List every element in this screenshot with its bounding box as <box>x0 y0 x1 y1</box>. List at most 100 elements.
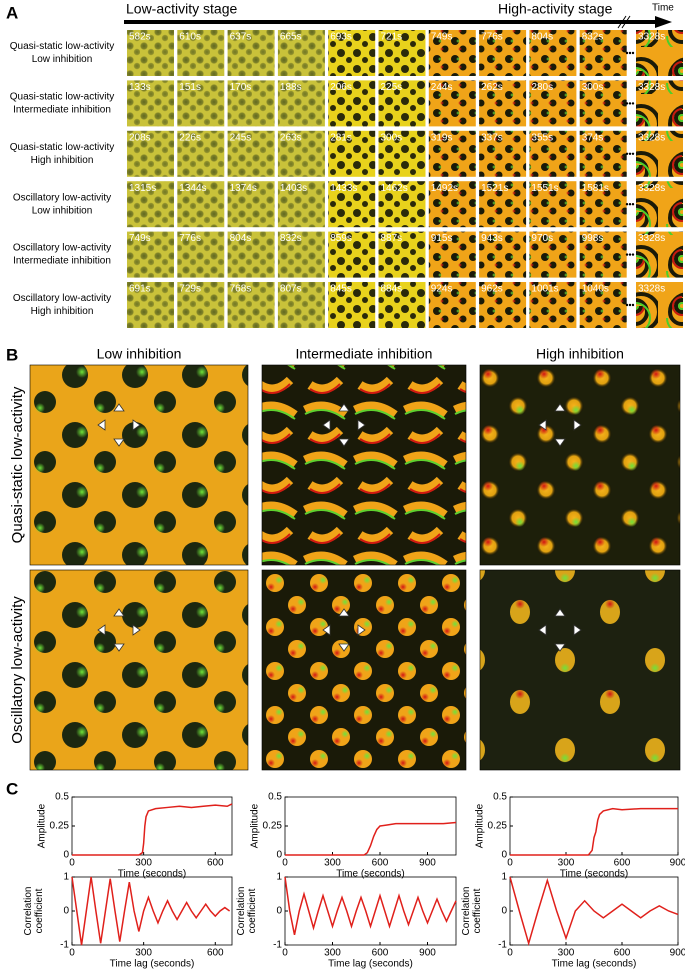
thumbnail <box>127 30 174 76</box>
thumbnail <box>529 30 577 76</box>
time-stamp: 804s <box>230 233 252 244</box>
arrow-icon <box>338 608 350 617</box>
x-tick-label: 300 <box>135 948 152 959</box>
pattern-image <box>479 364 681 566</box>
time-stamp: 768s <box>230 284 252 295</box>
y-tick-label: 0.5 <box>268 792 282 803</box>
time-arrow <box>124 16 672 28</box>
y-tick-label: -1 <box>273 940 282 951</box>
arrow-icon <box>97 624 106 636</box>
y-tick-label: -1 <box>60 940 69 951</box>
arrow-icon <box>132 419 141 431</box>
time-stamp: 721s <box>381 32 403 43</box>
time-stamp: 300s <box>582 82 604 93</box>
y-tick-label: 1 <box>501 872 507 883</box>
pattern-image <box>29 364 249 566</box>
chart: 0 300 600 0 0.25 0.5 Time (seconds) Amplitude <box>37 792 233 880</box>
x-tick-label: 900 <box>419 948 436 959</box>
ellipsis-dot <box>631 203 635 206</box>
data-line <box>509 876 679 947</box>
row-label: High inhibition <box>31 306 94 317</box>
y-tick-label: 0 <box>63 906 69 917</box>
time-stamp: 729s <box>179 284 201 295</box>
thumbnail <box>177 30 225 76</box>
row-label: Oscillatory low-activity <box>13 293 111 304</box>
thumbnail <box>177 282 225 328</box>
arrow-icon <box>538 624 547 636</box>
thumbnail <box>579 231 627 278</box>
time-stamp: 693s <box>330 32 352 43</box>
time-stamp: 170s <box>230 82 252 93</box>
arrow-icon <box>554 643 566 652</box>
pattern-image <box>261 569 467 771</box>
time-stamp: 1344s <box>179 183 206 194</box>
time-stamp: 1581s <box>582 183 609 194</box>
ellipsis-dot <box>625 253 629 256</box>
time-stamp: 3328s <box>638 82 665 93</box>
thumbnail <box>479 282 527 328</box>
thumbnail <box>127 130 174 177</box>
column-title: High inhibition <box>536 346 624 362</box>
time-stamp: 3328s <box>638 284 665 295</box>
pattern-image <box>29 569 249 771</box>
time-stamp: 206s <box>330 82 352 93</box>
time-stamp: 1374s <box>230 183 257 194</box>
ellipsis-dot <box>628 303 632 307</box>
ellipsis-dot <box>625 102 629 105</box>
x-tick-label: 0 <box>69 948 75 959</box>
plot-frame <box>284 876 457 946</box>
row-label: Low inhibition <box>32 54 93 65</box>
ellipsis-dot <box>628 203 632 206</box>
time-stamp: 962s <box>481 284 503 295</box>
x-axis-label: Time lag (seconds) <box>552 959 637 969</box>
x-tick-label: 0 <box>282 858 288 869</box>
time-stamp: 244s <box>431 82 453 93</box>
thumbnail <box>378 231 426 278</box>
time-stamp: 1462s <box>381 183 408 194</box>
thumbnail <box>378 80 426 127</box>
time-stamp: 924s <box>431 284 453 295</box>
thumbnail <box>636 30 683 76</box>
x-tick-label: 300 <box>558 858 575 869</box>
x-axis-label: Time lag (seconds) <box>110 959 195 969</box>
thumbnail <box>378 30 426 76</box>
arrow-icon <box>113 608 125 617</box>
thumbnail <box>277 80 325 127</box>
ellipsis-dot <box>631 253 635 256</box>
time-stamp: 610s <box>179 32 201 43</box>
data-line <box>284 876 457 935</box>
x-tick-label: 900 <box>670 858 685 869</box>
thumbnail <box>529 181 577 228</box>
thumbnail <box>636 130 683 177</box>
arrow-icon <box>113 643 125 652</box>
thumbnail <box>277 181 325 228</box>
y-axis-label: Amplitude <box>250 803 261 848</box>
arrow-icon <box>113 438 125 447</box>
ellipsis-dot <box>628 152 632 155</box>
time-stamp: 776s <box>481 32 503 43</box>
row-title: Quasi-static low-activity <box>9 386 26 543</box>
time-stamp: 1040s <box>582 284 609 295</box>
time-stamp: 998s <box>582 233 604 244</box>
time-stamp: 915s <box>431 233 453 244</box>
y-axis-label: Amplitude <box>475 803 486 848</box>
ellipsis-dot <box>631 51 635 55</box>
thumbnail <box>636 80 683 127</box>
time-stamp: 3328s <box>638 233 665 244</box>
x-tick-label: 300 <box>558 948 575 959</box>
thumbnail <box>378 181 426 228</box>
row-label: Quasi-static low-activity <box>10 142 114 153</box>
thumbnail <box>227 181 275 228</box>
panel-label: C <box>6 779 18 798</box>
axis-break <box>621 15 631 29</box>
arrow-icon <box>554 608 566 617</box>
thumbnail <box>177 181 225 228</box>
time-stamp: 226s <box>179 132 201 143</box>
y-axis-label: Correlation <box>23 887 34 936</box>
thumbnail <box>177 80 225 127</box>
arrow-icon <box>113 403 125 412</box>
y-tick-label: 0 <box>501 906 507 917</box>
time-stamp: 208s <box>129 132 151 143</box>
